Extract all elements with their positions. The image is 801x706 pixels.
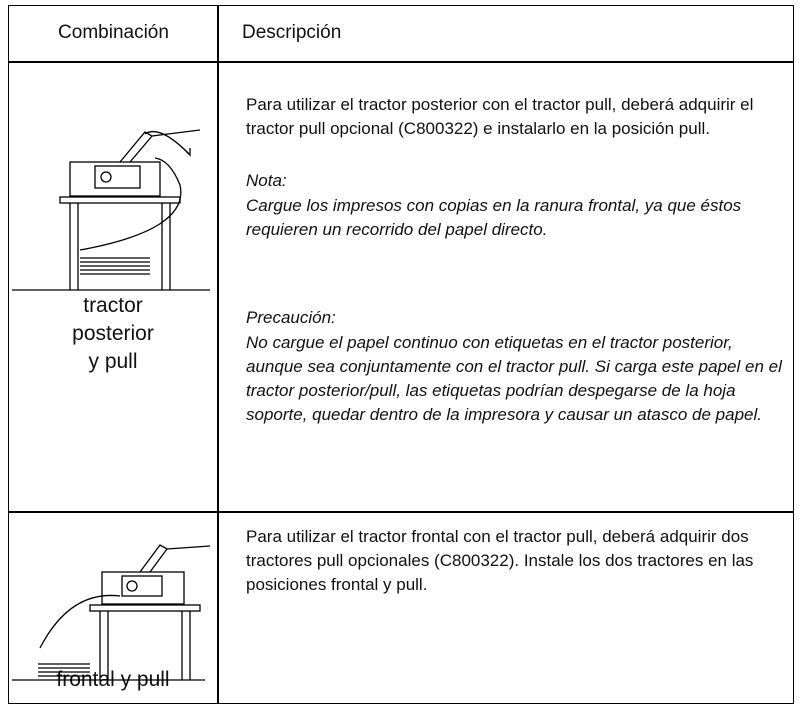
cell	[217, 511, 794, 704]
header: Combinación	[58, 22, 169, 43]
printer-illustration	[12, 129, 210, 291]
header: Descripción	[242, 22, 342, 43]
cell	[8, 511, 219, 704]
cell	[217, 5, 794, 63]
paragraph: Para utilizar el tractor posterior con e…	[246, 95, 754, 138]
cell	[8, 5, 219, 63]
label: posterior	[72, 322, 154, 345]
cell	[217, 61, 794, 513]
note-text: Cargue los impresos con copias en la ran…	[246, 196, 742, 239]
cell	[8, 61, 219, 513]
printer-illustration	[12, 544, 211, 681]
label: y pull	[88, 350, 138, 373]
caution-text: No cargue el papel continuo con etiqueta…	[246, 333, 782, 424]
label: tractor	[83, 294, 143, 317]
paragraph: Para utilizar el tractor frontal con el …	[246, 527, 754, 594]
caution-title: Precaución:	[246, 308, 336, 327]
note-title: Nota:	[246, 171, 287, 190]
